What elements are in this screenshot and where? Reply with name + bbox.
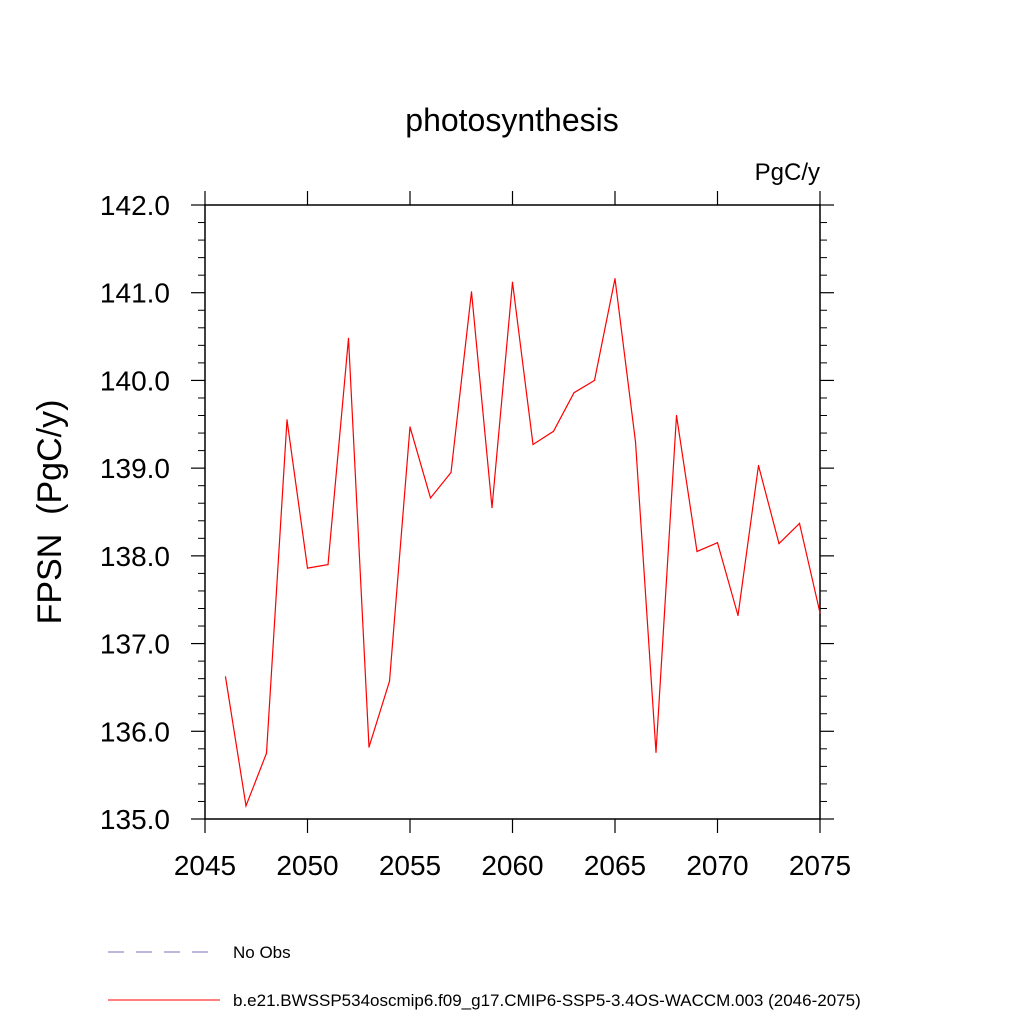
x-tick-label: 2050 [276, 850, 338, 881]
y-tick-label: 140.0 [100, 365, 170, 396]
series-point [368, 746, 370, 748]
series-point [675, 414, 678, 417]
series-point [819, 612, 821, 614]
series-point [306, 567, 309, 569]
series-point [470, 291, 473, 293]
x-tick-label: 2070 [686, 850, 748, 881]
legend-label: No Obs [233, 943, 291, 962]
series-point [347, 337, 350, 339]
series-point [778, 542, 780, 545]
x-tick-label: 2045 [174, 850, 236, 881]
y-tick-label: 135.0 [100, 804, 170, 835]
series-point [388, 680, 391, 682]
y-tick-labels: 135.0 136.0 137.0 138.0 139.0 140.0 141.0 142.0 [100, 190, 170, 835]
series-point [573, 392, 575, 394]
series-point [655, 751, 657, 753]
series-point [491, 507, 493, 509]
plot-frame [204, 204, 821, 820]
y-tick-label: 141.0 [100, 278, 170, 309]
series-point [224, 676, 227, 678]
legend: No Obs b.e21.BWSSP534oscmip6.f09_g17.CMIP… [108, 943, 861, 1010]
series-point [450, 471, 452, 474]
axis-ticks [191, 191, 834, 833]
units-label: PgC/y [755, 159, 820, 186]
series-point [511, 281, 514, 283]
series-lines [224, 278, 821, 809]
y-tick-label: 142.0 [100, 190, 170, 221]
chart-title: photosynthesis [405, 102, 618, 138]
series-point [798, 522, 801, 525]
series-point [634, 441, 637, 443]
series-line [224, 278, 821, 809]
y-tick-label: 136.0 [100, 716, 170, 747]
series-point [327, 564, 329, 566]
series-point [716, 542, 719, 544]
legend-label: b.e21.BWSSP534oscmip6.f09_g17.CMIP6-SSP5… [233, 991, 861, 1010]
series-point [552, 430, 555, 432]
series-point [429, 497, 432, 499]
x-tick-label: 2055 [379, 850, 441, 881]
y-axis-label: FPSN (PgC/y) [31, 400, 69, 625]
series-point [737, 614, 739, 617]
series-point [409, 426, 411, 428]
x-tick-labels: 2045 2050 2055 2060 2065 2070 2075 [174, 850, 851, 881]
y-tick-label: 139.0 [100, 453, 170, 484]
series-point [245, 805, 247, 807]
x-tick-label: 2065 [584, 850, 646, 881]
y-tick-label: 137.0 [100, 629, 170, 660]
series-point [614, 278, 616, 280]
y-tick-label: 138.0 [100, 541, 170, 572]
series-point [265, 752, 268, 754]
series-point [532, 443, 534, 446]
x-tick-label: 2060 [481, 850, 543, 881]
series-point [696, 550, 698, 553]
x-tick-label: 2075 [789, 850, 851, 881]
series-point [593, 379, 596, 382]
series-point [286, 419, 288, 421]
series-point [757, 464, 760, 467]
